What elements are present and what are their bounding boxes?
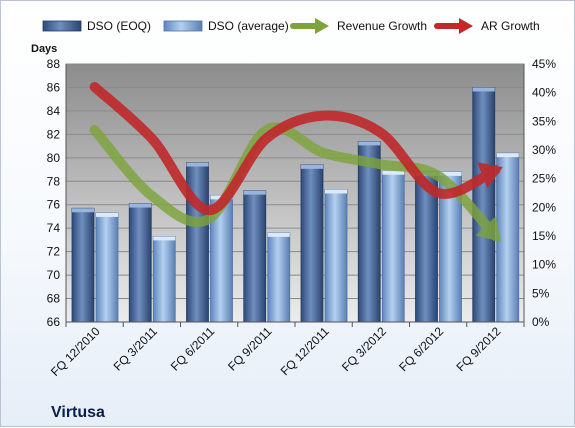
x-tick-label: FQ 6/2012	[396, 324, 446, 374]
y2-tick-label: 45%	[532, 57, 556, 71]
y2-tick-label: 25%	[532, 172, 556, 186]
y-tick-label: 82	[47, 127, 61, 141]
bar-dso-eoq	[300, 164, 324, 323]
y-tick-label: 76	[47, 198, 61, 212]
bar-body	[267, 232, 291, 323]
y2-tick-label: 40%	[532, 86, 556, 100]
bar-dso-average	[439, 171, 462, 323]
bar-dso-eoq	[128, 203, 152, 323]
y-tick-label: 68	[47, 292, 61, 306]
legend-label: DSO (average)	[208, 19, 289, 33]
bar-body	[300, 164, 324, 323]
y-tick-label: 88	[47, 57, 61, 71]
y2-tick-label: 15%	[532, 229, 556, 243]
legend-item: AR Growth	[434, 18, 540, 34]
legend-swatch	[42, 20, 82, 32]
bar-cap	[96, 212, 118, 217]
legend-label: Revenue Growth	[337, 19, 427, 33]
y-tick-label: 80	[47, 151, 61, 165]
bar-dso-average	[267, 232, 291, 323]
bar-dso-average	[381, 170, 405, 323]
bar-dso-eoq	[71, 207, 95, 323]
y-tick-label: 74	[47, 221, 61, 235]
bar-cap	[72, 208, 94, 213]
company-name: Virtusa	[51, 404, 105, 421]
bar-dso-average	[152, 235, 176, 323]
x-tick-label: FQ 12/2011	[278, 324, 332, 378]
y-tick-label: 66	[47, 315, 61, 329]
y-tick-label: 70	[47, 268, 61, 282]
bar-cap	[129, 203, 152, 208]
legend-item: Revenue Growth	[290, 18, 427, 34]
bar-body	[71, 207, 95, 323]
x-tick-label: FQ 6/2011	[168, 324, 218, 374]
bar-body	[472, 87, 496, 323]
bar-cap	[382, 170, 405, 175]
y2-tick-label: 0%	[532, 315, 550, 329]
bar-dso-eoq	[186, 162, 209, 323]
x-tick-label: FQ 3/2012	[339, 324, 389, 374]
legend-arrow	[315, 18, 329, 34]
bar-cap	[186, 162, 209, 167]
bar-body	[381, 170, 405, 323]
bar-body	[152, 235, 176, 323]
y-axis-title: Days	[31, 43, 57, 55]
legend: DSO (EOQ) DSO (average) Revenue Growth AR G…	[42, 18, 540, 34]
y-tick-label: 86	[47, 80, 61, 94]
bar-body	[186, 162, 209, 323]
bar-dso-average	[324, 189, 348, 323]
bar-dso-eoq	[472, 87, 496, 323]
legend-item: DSO (average)	[163, 19, 289, 33]
bar-body	[243, 190, 267, 323]
line-arrowhead	[475, 216, 501, 242]
bars	[71, 87, 520, 323]
bar-dso-eoq	[243, 190, 267, 323]
legend-swatch	[163, 20, 203, 32]
y-tick-label: 78	[47, 174, 61, 188]
bar-cap	[358, 141, 381, 146]
bar-cap	[325, 189, 347, 194]
legend-arrow	[459, 18, 473, 34]
bar-cap	[472, 87, 495, 92]
growth-lines	[89, 81, 503, 242]
y2-tick-label: 30%	[532, 143, 556, 157]
bar-cap	[267, 232, 290, 237]
bar-cap	[153, 236, 176, 241]
x-tick-label: FQ 9/2011	[225, 324, 275, 374]
bar-cap	[301, 164, 323, 169]
line-path	[89, 81, 501, 216]
y2-tick-label: 20%	[532, 200, 556, 214]
y2-tick-label: 5%	[532, 286, 550, 300]
y-tick-label: 72	[47, 245, 61, 259]
y2-tick-label: 35%	[532, 114, 556, 128]
bar-body	[128, 203, 152, 323]
legend-item: DSO (EOQ)	[42, 19, 151, 33]
line-arrowhead	[477, 162, 503, 189]
y2-tick-label: 10%	[532, 258, 556, 272]
legend-label: DSO (EOQ)	[87, 19, 151, 33]
bar-cap	[243, 190, 266, 195]
y-tick-label: 84	[47, 104, 61, 118]
bar-cap	[496, 153, 519, 158]
bar-body	[324, 189, 348, 323]
x-tick-label: FQ 3/2011	[111, 324, 161, 374]
bar-dso-average	[95, 212, 119, 323]
bar-cap	[439, 171, 462, 176]
x-tick-label: FQ 9/2012	[454, 324, 504, 374]
line-ar-growth	[89, 81, 503, 216]
bar-body	[95, 212, 119, 323]
legend-label: AR Growth	[481, 19, 540, 33]
x-tick-label: FQ 12/2010	[48, 324, 103, 379]
